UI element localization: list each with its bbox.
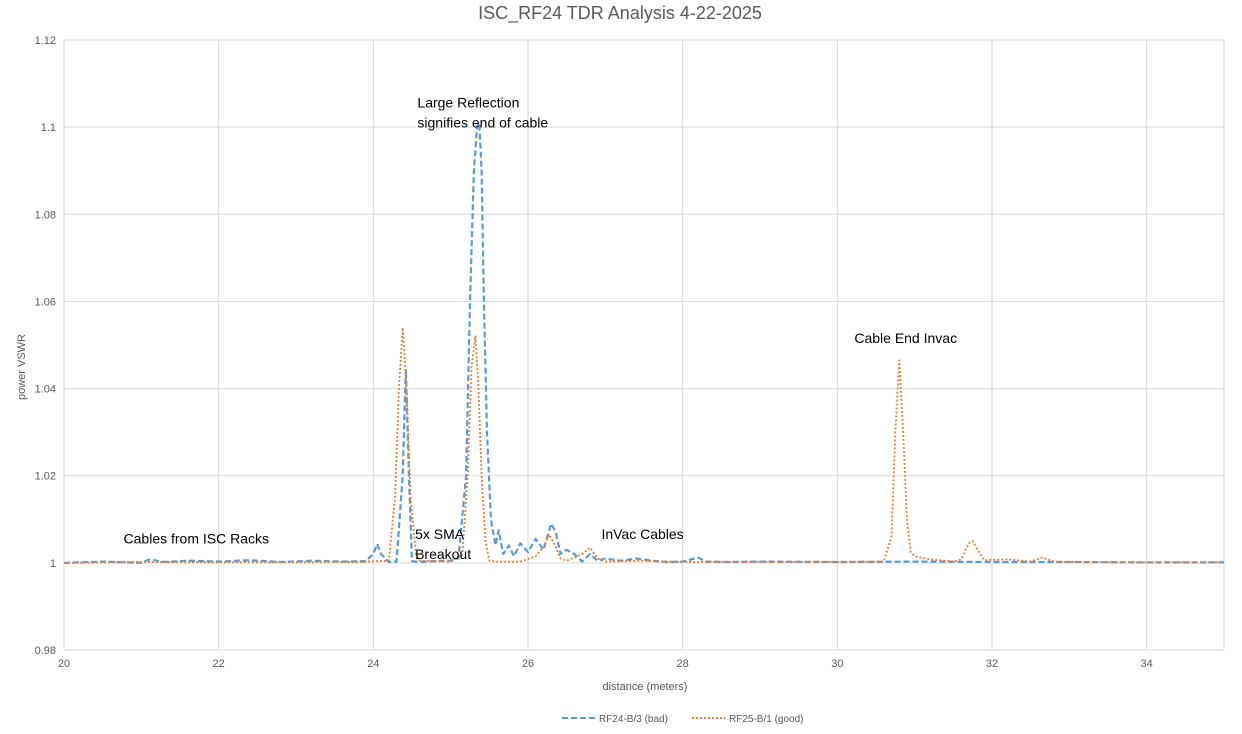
annotation: Cable End Invac [854, 330, 957, 346]
x-tick-label: 34 [1141, 658, 1153, 670]
x-axis-ticks: 20 22 24 26 28 30 32 34 [58, 658, 1153, 670]
x-tick-label: 26 [522, 658, 534, 670]
y-tick-label: 1.06 [35, 296, 56, 308]
chart-title: ISC_RF24 TDR Analysis 4-22-2025 [478, 3, 762, 24]
annotation-line: InVac Cables [601, 526, 683, 542]
x-tick-label: 22 [213, 658, 225, 670]
legend: RF24-B/3 (bad) RF25-B/1 (good) [562, 714, 803, 725]
annotation-line: Large Reflection [417, 95, 519, 111]
y-tick-label: 1.1 [41, 122, 56, 134]
x-tick-label: 24 [367, 658, 379, 670]
annotation: InVac Cables [601, 526, 683, 542]
x-tick-label: 20 [58, 658, 70, 670]
y-tick-label: 1.08 [35, 209, 56, 221]
y-axis-ticks: 0.98 1 1.02 1.04 1.06 1.08 1.1 1.12 [35, 35, 56, 657]
legend-label-2: RF25-B/1 (good) [729, 714, 803, 725]
annotation-line: Cable End Invac [854, 330, 957, 346]
x-axis-label: distance (meters) [603, 681, 688, 693]
annotation-line: signifies end of cable [417, 115, 548, 131]
annotations: Large Reflection signifies end of cable Ca… [124, 95, 958, 562]
y-tick-label: 1.12 [35, 35, 56, 47]
annotation: Large Reflection signifies end of cable [417, 95, 548, 131]
annotation: 5x SMA Breakout [415, 526, 471, 562]
y-tick-label: 0.98 [35, 645, 56, 657]
series-lines [63, 121, 1224, 564]
annotation-line: Breakout [415, 546, 471, 562]
annotation: Cables from ISC Racks [124, 530, 269, 546]
legend-label-1: RF24-B/3 (bad) [599, 714, 668, 725]
x-tick-label: 30 [831, 658, 843, 670]
y-tick-label: 1.02 [35, 471, 56, 483]
y-axis-label: power VSWR [16, 334, 28, 400]
y-tick-label: 1 [50, 558, 56, 570]
x-tick-label: 28 [677, 658, 689, 670]
series-line-2 [63, 326, 1224, 564]
annotation-line: 5x SMA [415, 526, 465, 542]
y-tick-label: 1.04 [35, 384, 56, 396]
annotation-line: Cables from ISC Racks [124, 530, 269, 546]
x-tick-label: 32 [986, 658, 998, 670]
grid-lines [63, 39, 1225, 651]
series-line-1 [63, 121, 1224, 564]
